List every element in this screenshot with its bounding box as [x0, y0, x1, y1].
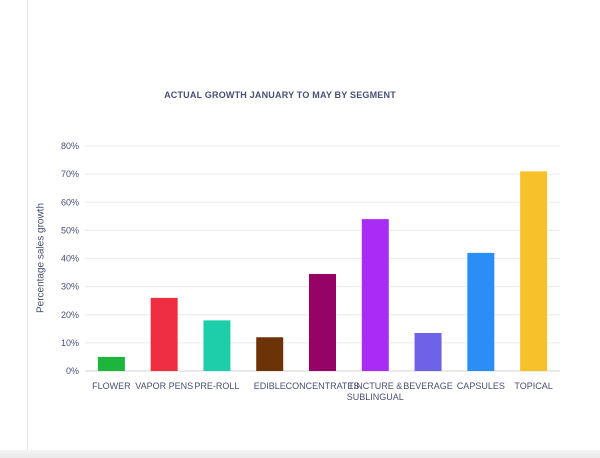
y-tick-label: 80%	[61, 141, 79, 151]
bar-topical	[520, 171, 548, 371]
x-tick-label: EDIBLE	[254, 381, 286, 391]
bar-edible	[256, 337, 284, 371]
x-tick-label: TINCTURE & SUBLINGUAL	[347, 381, 404, 402]
x-tick-label: FLOWER	[92, 381, 131, 391]
bar-capsules	[467, 252, 495, 371]
y-tick-label: 20%	[61, 310, 79, 320]
x-tick-label: PRE-ROLL	[194, 381, 239, 391]
bar-pre-roll	[203, 320, 231, 371]
x-tick-label: VAPOR PENS	[135, 381, 193, 391]
y-tick-label: 30%	[61, 282, 79, 292]
x-tick-label: CONCENTRATES	[286, 381, 360, 391]
x-tick-label: TOPICAL	[514, 381, 552, 391]
bar-flower	[97, 356, 125, 371]
y-tick-label: 10%	[61, 338, 79, 348]
card-bottom-shadow	[0, 450, 600, 458]
x-tick-label: BEVERAGE	[403, 381, 453, 391]
bar-vapor-pens	[150, 297, 178, 371]
bar-tincture-sublingual	[361, 219, 389, 371]
chart-title: ACTUAL GROWTH JANUARY TO MAY BY SEGMENT	[164, 90, 396, 100]
y-tick-label: 60%	[61, 197, 79, 207]
x-axis-ticks: FLOWER VAPOR PENS PRE-ROLL EDIBLE CONCENTRAT…	[92, 381, 553, 402]
y-tick-label: 70%	[61, 169, 79, 179]
page-left-border	[27, 0, 28, 458]
x-tick-label: CAPSULES	[457, 381, 505, 391]
y-axis-ticks: 0% 10% 20% 30% 40% 50% 60% 70% 80%	[61, 141, 79, 376]
y-tick-label: 40%	[61, 254, 79, 264]
bars	[97, 171, 548, 371]
bar-concentrates	[309, 273, 336, 371]
bar-beverage	[414, 333, 442, 371]
y-tick-label: 50%	[61, 225, 79, 235]
y-tick-label: 0%	[66, 366, 79, 376]
